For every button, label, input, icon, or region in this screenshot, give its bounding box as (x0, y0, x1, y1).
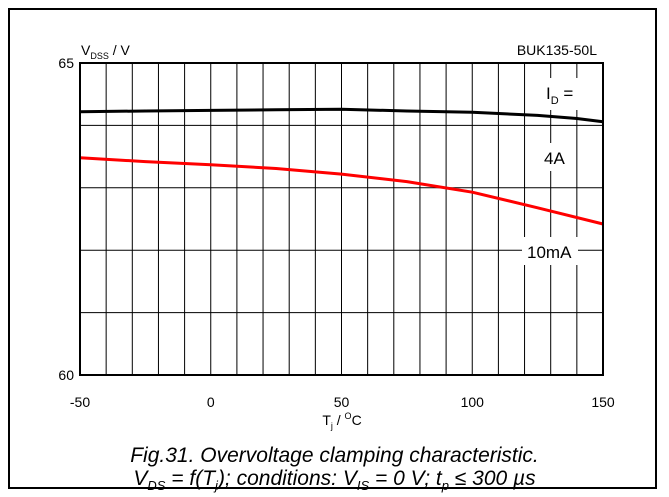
y-tick-label: 60 (58, 367, 74, 383)
plot-border (79, 62, 604, 376)
figure-frame (8, 8, 657, 489)
series-label-4a: 4A (544, 149, 565, 168)
part-number-label: BUK135-50L (517, 42, 597, 58)
caption-line-1: Fig.31. Overvoltage clamping characteris… (130, 444, 539, 467)
x-tick-label: 150 (591, 394, 615, 410)
x-tick-label: -50 (70, 394, 90, 410)
series-group (79, 107, 604, 226)
x-tick-label: 100 (461, 394, 485, 410)
legend-title: ID = (546, 84, 573, 107)
caption-line-2: VDS = f(Tj); conditions: VIS = 0 V; tp ≤… (133, 467, 536, 494)
series-line-0 (79, 107, 604, 124)
x-axis-label: Tj / OC (322, 411, 361, 431)
series-label-10ma: 10mA (527, 243, 572, 262)
x-tick-label: 0 (207, 394, 215, 410)
series-line-1 (79, 156, 604, 226)
y-axis-label: VDSS / V (81, 42, 131, 61)
y-tick-label: 65 (58, 55, 74, 71)
overvoltage-chart: VDSS / V BUK135-50L ID = 4A 10mA -50 0 50 1… (58, 40, 615, 431)
tick-labels: -50 0 50 100 150 60 65 (58, 55, 614, 410)
x-tick-label: 50 (334, 394, 350, 410)
